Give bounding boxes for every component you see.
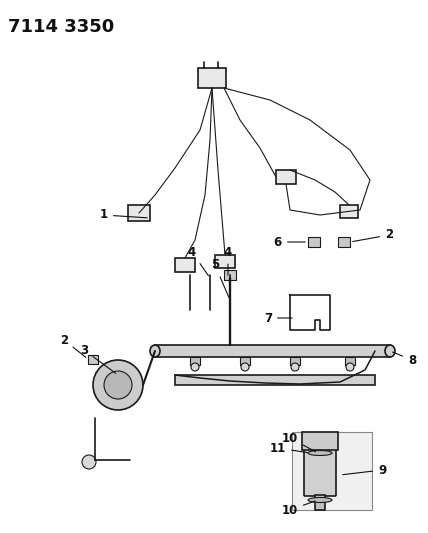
Bar — [190, 357, 200, 365]
FancyBboxPatch shape — [128, 205, 150, 221]
Bar — [345, 357, 355, 365]
Text: 7114 3350: 7114 3350 — [8, 18, 114, 36]
FancyBboxPatch shape — [198, 68, 226, 88]
FancyBboxPatch shape — [276, 170, 296, 184]
FancyBboxPatch shape — [88, 355, 98, 364]
Circle shape — [82, 455, 96, 469]
FancyBboxPatch shape — [215, 255, 235, 268]
Bar — [155, 345, 390, 357]
Ellipse shape — [308, 450, 332, 456]
Text: 9: 9 — [343, 464, 386, 477]
FancyBboxPatch shape — [340, 205, 358, 218]
FancyBboxPatch shape — [338, 237, 350, 247]
Text: 6: 6 — [274, 236, 305, 248]
Text: 8: 8 — [392, 352, 416, 367]
Text: 4: 4 — [224, 246, 232, 275]
Circle shape — [346, 363, 354, 371]
Ellipse shape — [385, 345, 395, 357]
Circle shape — [291, 363, 299, 371]
Bar — [175, 375, 375, 385]
Text: 7: 7 — [264, 311, 292, 325]
FancyBboxPatch shape — [292, 432, 372, 510]
Ellipse shape — [150, 345, 160, 357]
FancyBboxPatch shape — [175, 258, 195, 272]
Circle shape — [104, 371, 132, 399]
Text: 5: 5 — [211, 259, 229, 297]
Text: 3: 3 — [80, 343, 116, 373]
Text: 2: 2 — [60, 334, 86, 357]
FancyBboxPatch shape — [308, 237, 320, 247]
Text: 2: 2 — [353, 229, 393, 241]
Bar — [302, 432, 338, 450]
Circle shape — [93, 360, 143, 410]
Text: 1: 1 — [100, 208, 147, 222]
FancyBboxPatch shape — [224, 270, 236, 280]
Bar — [315, 495, 325, 510]
FancyBboxPatch shape — [304, 449, 336, 496]
Circle shape — [241, 363, 249, 371]
Text: 10: 10 — [282, 501, 315, 516]
Circle shape — [191, 363, 199, 371]
Text: 4: 4 — [188, 246, 208, 276]
Bar — [240, 357, 250, 365]
Ellipse shape — [308, 497, 332, 503]
Text: 11: 11 — [270, 441, 307, 455]
Bar — [290, 357, 300, 365]
Text: 10: 10 — [282, 432, 315, 451]
